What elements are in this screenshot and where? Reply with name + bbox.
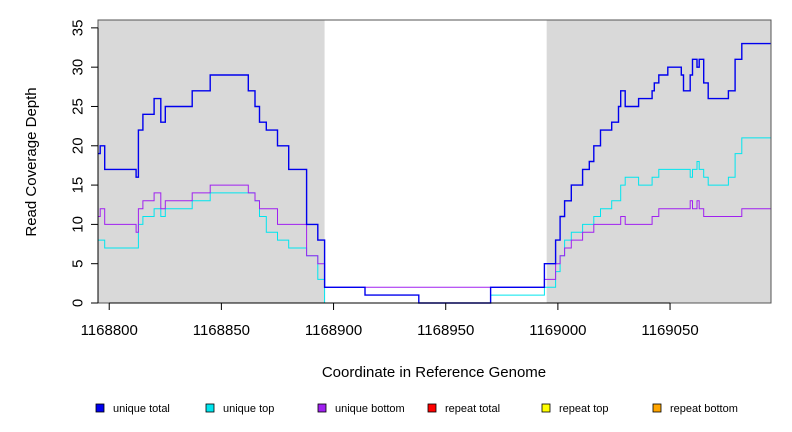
legend-label-unique-top: unique top [223, 403, 274, 415]
x-tick-label: 1168800 [81, 322, 138, 339]
y-tick-label: 35 [70, 20, 87, 37]
legend-swatch-unique-total [95, 403, 105, 413]
legend-swatch-repeat-total [427, 403, 437, 413]
y-tick-label: 5 [70, 260, 87, 268]
legend-label-repeat-total: repeat total [445, 403, 500, 415]
y-tick-label: 30 [70, 59, 87, 76]
y-tick-label: 20 [70, 137, 87, 154]
shaded-region-1 [98, 20, 325, 303]
series-line-unique-bottom [98, 184, 771, 288]
legend-label-unique-bottom: unique bottom [335, 403, 405, 415]
legend-label-repeat-bottom: repeat bottom [670, 403, 738, 415]
x-tick-label: 1169000 [529, 322, 586, 339]
x-tick-label: 1168950 [417, 322, 474, 339]
x-axis: 1168800 1168850 1168900 1168950 1169000 11690… [81, 302, 699, 339]
legend-swatch-unique-bottom [317, 403, 327, 413]
y-axis-title: Read Coverage Depth [23, 87, 40, 236]
y-tick-label: 15 [70, 177, 87, 194]
y-tick-label: 0 [70, 299, 87, 307]
legend-swatch-unique-top [205, 403, 215, 413]
legend-swatch-repeat-bottom [652, 403, 662, 413]
shaded-region-2 [546, 20, 771, 303]
x-tick-label: 1168850 [193, 322, 250, 339]
y-axis: 0 5 10 15 20 25 30 35 [70, 20, 99, 307]
x-axis-title: Coordinate in Reference Genome [322, 364, 546, 381]
x-tick-label: 1169050 [641, 322, 698, 339]
y-tick-label: 10 [70, 216, 87, 233]
legend-label-unique-total: unique total [113, 403, 170, 415]
y-tick-label: 25 [70, 98, 87, 115]
legend-swatch-repeat-top [541, 403, 551, 413]
legend: unique total unique top unique bottom repea… [95, 403, 738, 415]
legend-label-repeat-top: repeat top [559, 403, 609, 415]
series-line-unique-total [98, 42, 771, 304]
shaded-regions [98, 20, 771, 303]
x-tick-label: 1168900 [305, 322, 362, 339]
